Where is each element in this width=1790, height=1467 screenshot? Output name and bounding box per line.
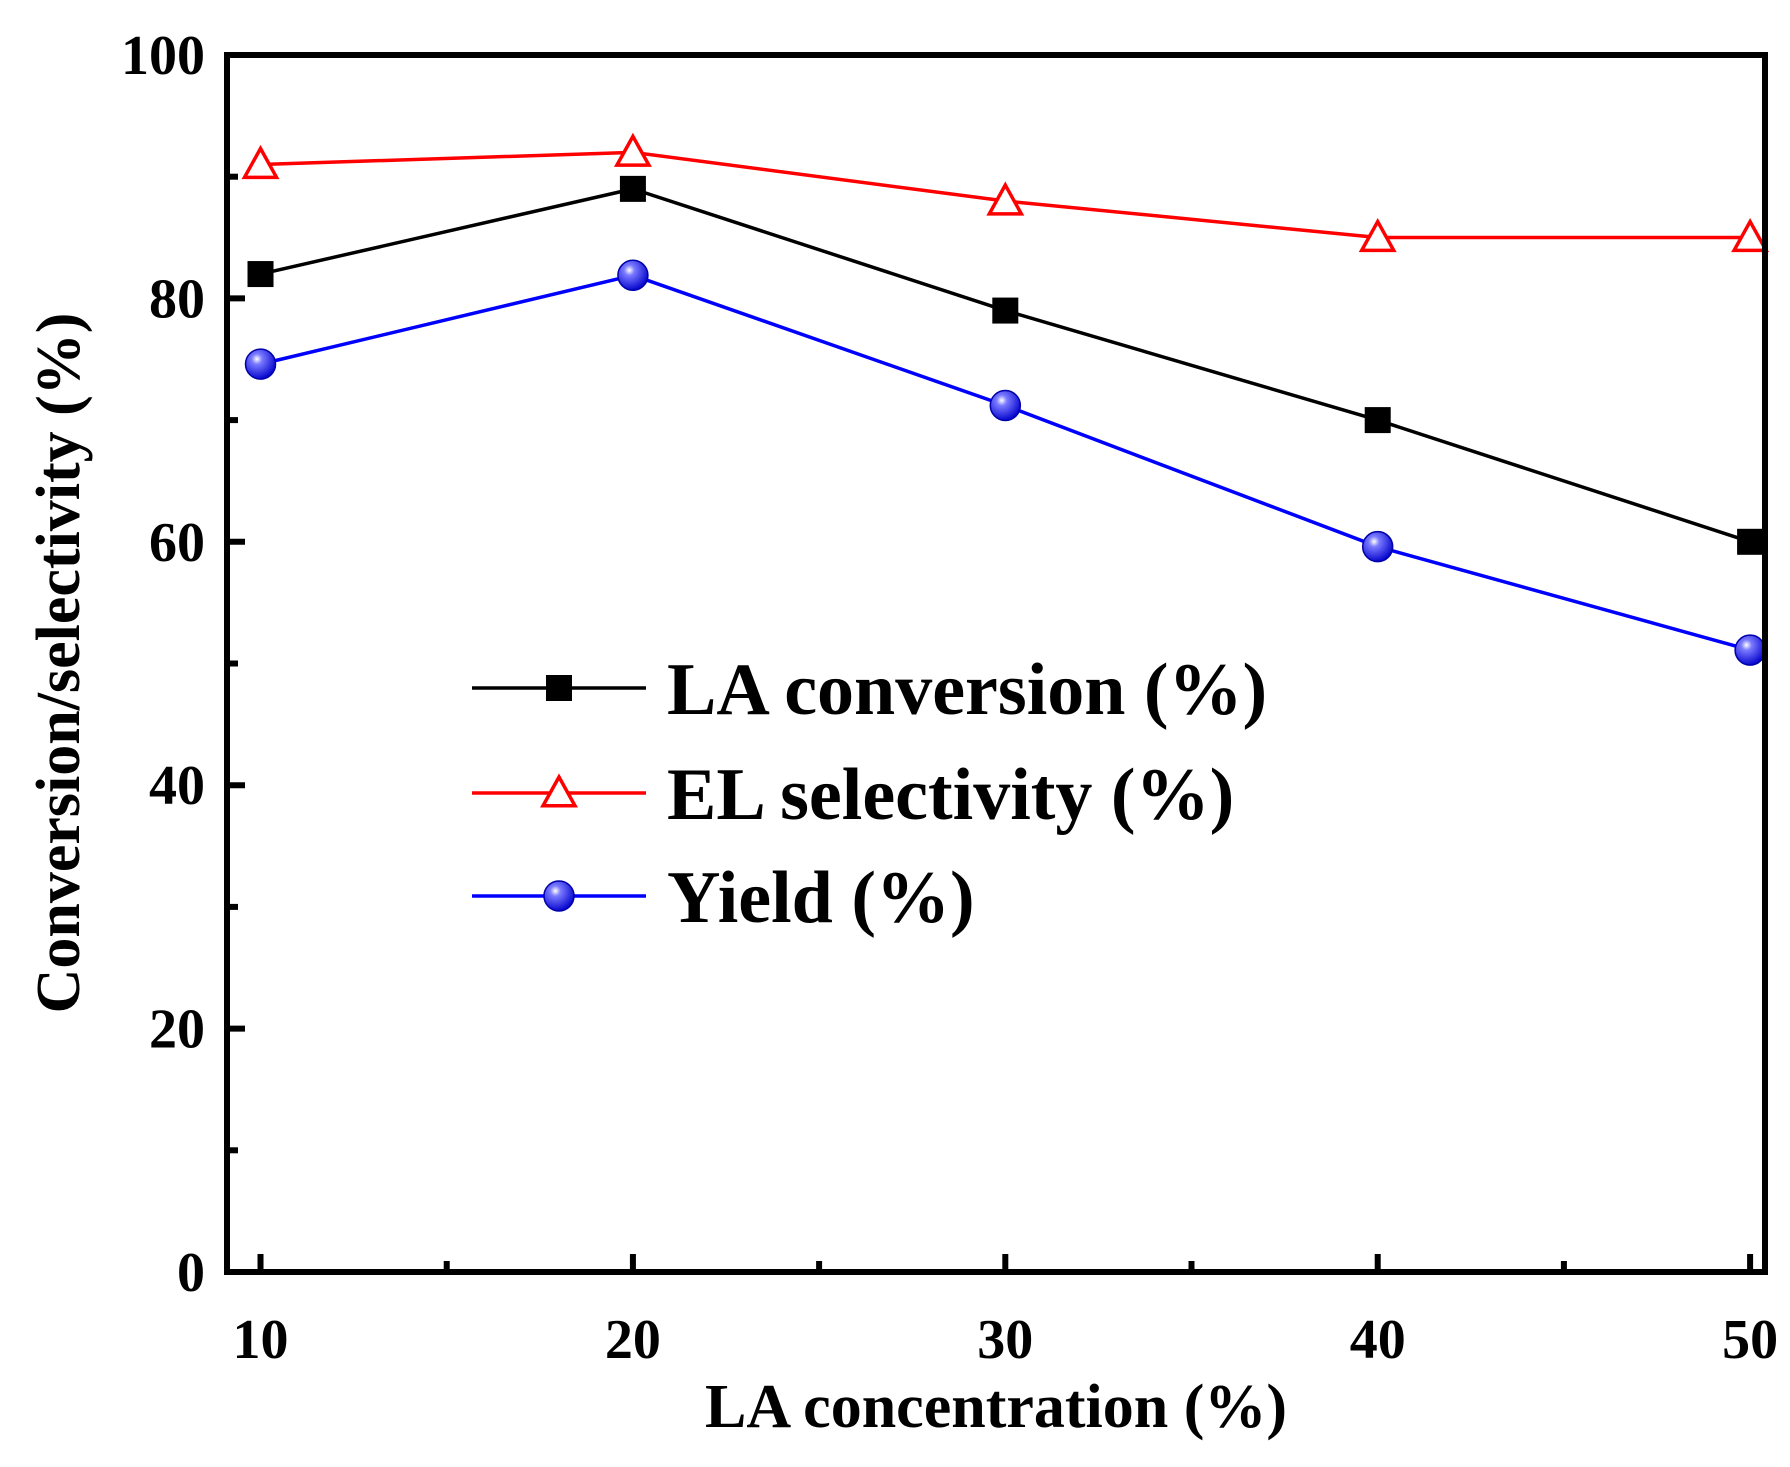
y-tick-label: 100 <box>121 25 205 87</box>
legend-label: LA conversion (%) <box>667 649 1267 731</box>
data-point <box>244 348 277 380</box>
legend-marker <box>540 773 578 808</box>
y-tick-label: 60 <box>149 512 205 574</box>
legend-item: EL selectivity (%) <box>472 754 1234 836</box>
data-point <box>247 261 274 288</box>
legend-item: Yield (%) <box>472 857 975 939</box>
x-tick-label: 30 <box>977 1309 1033 1371</box>
data-point <box>986 181 1025 216</box>
legend-label: EL selectivity (%) <box>667 754 1234 836</box>
x-tick-label: 50 <box>1722 1309 1778 1371</box>
y-tick-label: 0 <box>177 1242 205 1304</box>
y-tick-label: 80 <box>149 268 205 330</box>
data-point <box>617 259 649 292</box>
series-3 <box>244 259 1766 666</box>
x-tick-label: 40 <box>1350 1309 1406 1371</box>
data-point <box>1361 530 1394 563</box>
legend-marker <box>546 675 572 701</box>
data-point <box>989 389 1022 422</box>
x-tick-label: 10 <box>233 1309 289 1371</box>
series-1 <box>247 175 1764 555</box>
data-point <box>1734 634 1766 666</box>
plot-content <box>241 132 1770 666</box>
data-point <box>1731 217 1770 253</box>
data-point <box>1358 217 1397 253</box>
x-tick-label: 20 <box>605 1309 661 1371</box>
data-point <box>613 132 652 167</box>
data-point <box>619 175 646 202</box>
legend: LA conversion (%) EL selectivity (%) Yield… <box>472 649 1267 939</box>
legend-marker <box>543 880 575 912</box>
x-axis-title: LA concentration (%) <box>705 1373 1287 1441</box>
series-line <box>260 273 1751 652</box>
y-axis-title: Conversion/selectivity (%) <box>25 313 93 1014</box>
series-line <box>260 187 1751 544</box>
series-2 <box>241 132 1770 253</box>
y-tick-label: 20 <box>149 999 205 1061</box>
data-point <box>241 144 280 180</box>
data-point <box>1364 407 1391 434</box>
legend-label: Yield (%) <box>667 857 975 939</box>
data-point <box>1737 528 1764 555</box>
y-tick-label: 40 <box>149 755 205 817</box>
data-point <box>992 297 1019 324</box>
axes: 0 20 40 60 80 100 10 20 30 40 50 <box>121 25 1778 1371</box>
legend-item: LA conversion (%) <box>472 649 1267 731</box>
